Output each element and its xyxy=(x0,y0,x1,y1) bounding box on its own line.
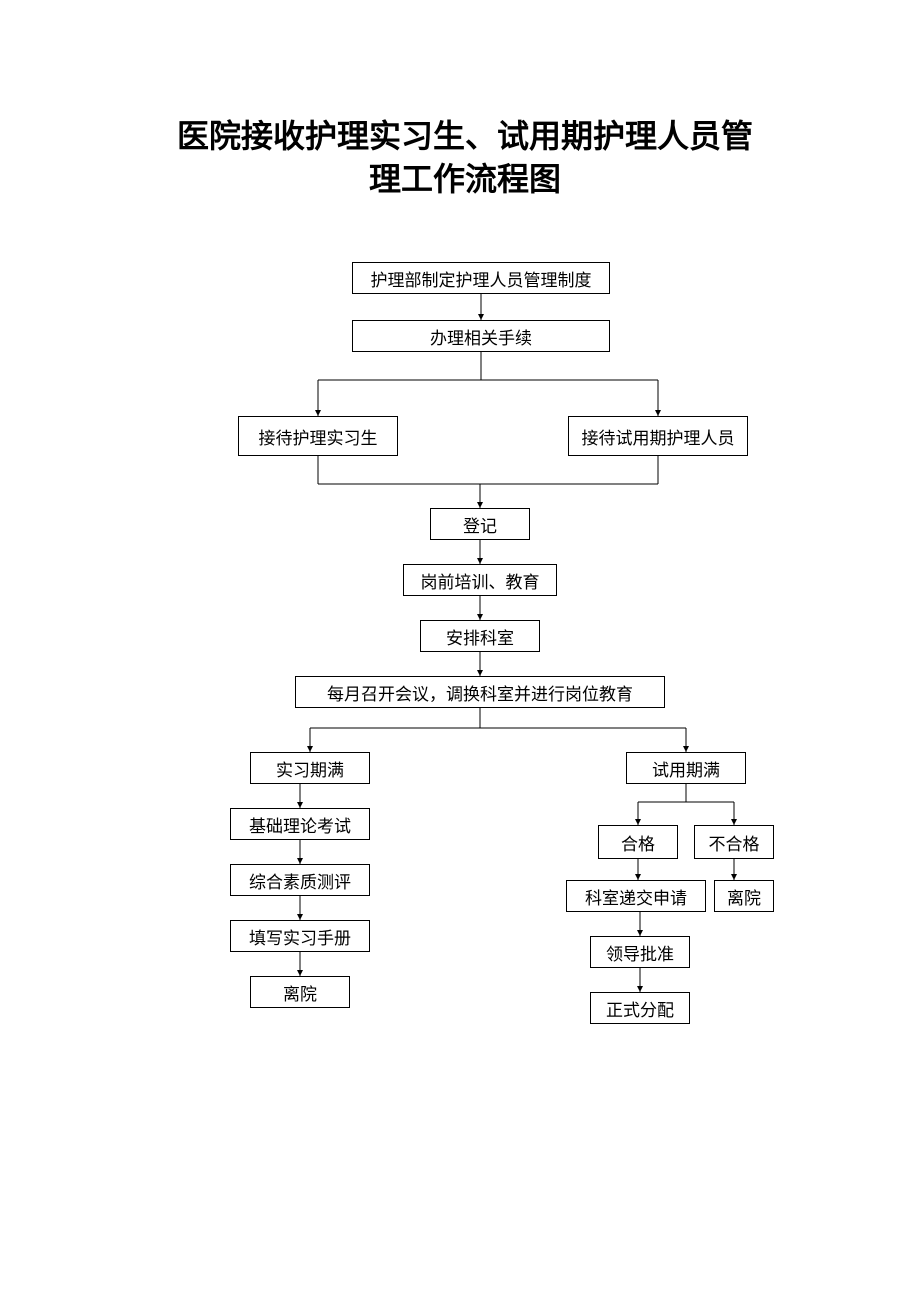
flow-node-n19: 领导批准 xyxy=(590,936,690,968)
flow-node-n5: 登记 xyxy=(430,508,530,540)
flow-node-n20: 正式分配 xyxy=(590,992,690,1024)
flow-node-n10: 基础理论考试 xyxy=(230,808,370,840)
flow-node-n1: 护理部制定护理人员管理制度 xyxy=(352,262,610,294)
flow-node-n9: 实习期满 xyxy=(250,752,370,784)
flow-node-n12: 填写实习手册 xyxy=(230,920,370,952)
flowchart-canvas: { "title": { "line1": "医院接收护理实习生、试用期护理人员… xyxy=(0,0,920,1302)
flow-node-n8: 每月召开会议，调换科室并进行岗位教育 xyxy=(295,676,665,708)
flow-node-n18: 离院 xyxy=(714,880,774,912)
flow-node-n2: 办理相关手续 xyxy=(352,320,610,352)
flow-node-n14: 试用期满 xyxy=(626,752,746,784)
flow-node-n16: 不合格 xyxy=(694,825,774,859)
flow-node-n13: 离院 xyxy=(250,976,350,1008)
flow-node-n4: 接待试用期护理人员 xyxy=(568,416,748,456)
flow-node-n17: 科室递交申请 xyxy=(566,880,706,912)
flow-node-n7: 安排科室 xyxy=(420,620,540,652)
flow-node-n15: 合格 xyxy=(598,825,678,859)
flow-node-n11: 综合素质测评 xyxy=(230,864,370,896)
flow-node-n6: 岗前培训、教育 xyxy=(403,564,557,596)
flow-node-n3: 接待护理实习生 xyxy=(238,416,398,456)
page-title: 医院接收护理实习生、试用期护理人员管 理工作流程图 xyxy=(145,115,785,201)
